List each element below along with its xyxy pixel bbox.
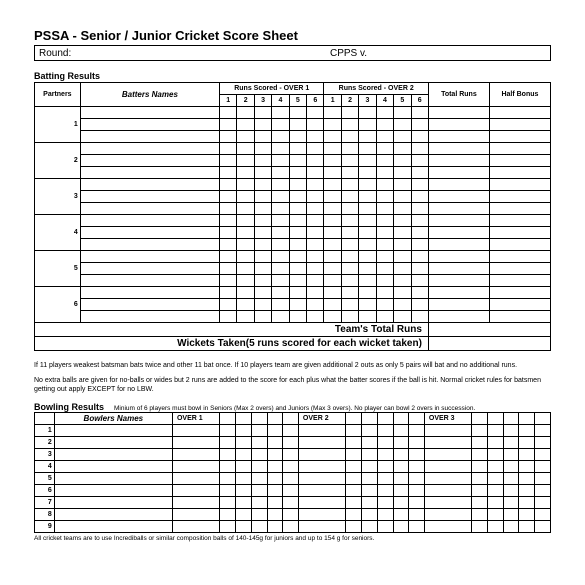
ball-num: 1	[324, 95, 341, 107]
rule-2: No extra balls are given for no-balls or…	[34, 376, 551, 394]
ball-num: 4	[272, 95, 289, 107]
partner-num: 6	[35, 287, 81, 323]
total-runs-header: Total Runs	[428, 83, 489, 107]
batters-names-header: Batters Names	[80, 83, 219, 107]
team-total-label: Team's Total Runs	[35, 323, 429, 337]
bowling-table: Bowlers Names OVER 1 OVER 2 OVER 3 1 2 3…	[34, 412, 551, 533]
bowling-section-title: Bowling Results	[34, 402, 104, 412]
half-bonus-header: Half Bonus	[489, 83, 550, 107]
ball-num: 5	[394, 95, 411, 107]
bowler-num: 8	[35, 509, 55, 521]
over2-header: Runs Scored - OVER 2	[324, 83, 428, 95]
partners-header: Partners	[35, 83, 81, 107]
batter-name-cell	[80, 131, 219, 143]
bowler-num: 1	[35, 425, 55, 437]
cpps-label: CPPS v.	[330, 48, 550, 59]
wickets-taken-label: Wickets Taken(5 runs scored for each wic…	[35, 337, 429, 351]
bowling-over-header: OVER 3	[424, 413, 472, 425]
rules-block: If 11 players weakest batsman bats twice…	[34, 361, 551, 394]
bowlers-names-header: Bowlers Names	[54, 413, 172, 425]
ball-num: 2	[237, 95, 254, 107]
bowling-over-header: OVER 2	[298, 413, 346, 425]
partner-num: 4	[35, 215, 81, 251]
bowler-num: 2	[35, 437, 55, 449]
batting-section-title: Batting Results	[34, 71, 551, 81]
over1-header: Runs Scored - OVER 1	[220, 83, 324, 95]
partner-num: 2	[35, 143, 81, 179]
ball-num: 3	[359, 95, 376, 107]
bowler-num: 6	[35, 485, 55, 497]
ball-num: 3	[254, 95, 271, 107]
bowling-note: Minium of 6 players must bowl in Seniors…	[114, 405, 475, 412]
bowler-num: 5	[35, 473, 55, 485]
batting-table: Partners Batters Names Runs Scored - OVE…	[34, 82, 551, 351]
blank-header	[35, 413, 55, 425]
ball-num: 5	[289, 95, 306, 107]
round-label: Round:	[35, 48, 85, 59]
batter-name-cell	[80, 119, 219, 131]
partner-num: 5	[35, 251, 81, 287]
ball-num: 6	[307, 95, 324, 107]
bowler-num: 3	[35, 449, 55, 461]
round-row: Round: CPPS v.	[34, 45, 551, 61]
page-title: PSSA - Senior / Junior Cricket Score She…	[34, 28, 551, 43]
ball-num: 4	[376, 95, 393, 107]
ball-num: 2	[341, 95, 358, 107]
bowler-num: 9	[35, 521, 55, 533]
ball-num: 1	[220, 95, 237, 107]
bowling-over-header: OVER 1	[172, 413, 220, 425]
bowler-num: 4	[35, 461, 55, 473]
partner-num: 1	[35, 107, 81, 143]
rule-1: If 11 players weakest batsman bats twice…	[34, 361, 551, 370]
bowler-num: 7	[35, 497, 55, 509]
batter-name-cell	[80, 107, 219, 119]
footnote: All cricket teams are to use Incrediball…	[34, 535, 551, 542]
ball-num: 6	[411, 95, 428, 107]
partner-num: 3	[35, 179, 81, 215]
